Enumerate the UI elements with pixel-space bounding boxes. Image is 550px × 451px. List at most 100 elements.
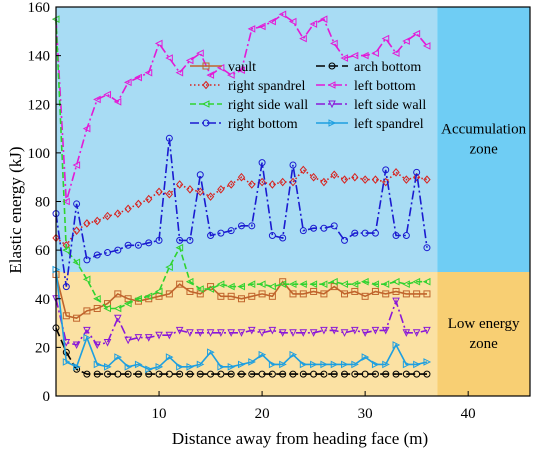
series-3-point-8 <box>134 73 142 82</box>
series-2-point-12 <box>175 180 184 189</box>
series-6 <box>52 134 431 291</box>
series-3-point-4 <box>93 95 101 104</box>
series-6-point-31 <box>371 229 379 237</box>
series-1-point-5 <box>104 370 112 378</box>
series-1-point-36 <box>423 370 431 378</box>
series-0-point-34 <box>402 290 410 298</box>
series-4-point-11 <box>165 263 173 271</box>
y-tick-label-2: 40 <box>35 292 50 308</box>
x-axis-label: Distance away from heading face (m) <box>172 429 428 448</box>
series-5-point-19 <box>247 326 256 335</box>
series-1-point-15 <box>207 370 215 378</box>
series-0-point-36 <box>423 290 431 298</box>
y-tick-label-4: 80 <box>35 195 50 211</box>
y-tick-label-0: 0 <box>43 389 51 405</box>
series-6-point-25 <box>310 224 318 232</box>
series-line-5 <box>55 298 428 346</box>
series-6-point-7 <box>124 241 132 249</box>
series-line-1 <box>55 327 427 375</box>
series-4-point-24 <box>299 280 307 288</box>
legend-marker-3 <box>327 81 336 89</box>
series-0-point-1 <box>62 312 70 320</box>
legend: vault arch bottom right spandrel left botto… <box>190 60 426 132</box>
series-2-point-6 <box>114 209 122 218</box>
series-3-point-32 <box>381 34 390 43</box>
series-7-point-28 <box>341 360 349 369</box>
series-2-point-29 <box>351 172 359 182</box>
series-7-point-8 <box>134 360 143 369</box>
series-1-point-34 <box>402 370 410 378</box>
series-4-point-15 <box>206 285 215 293</box>
series-3-point-21 <box>268 17 276 26</box>
series-6-point-14 <box>196 171 204 179</box>
series-5-point-36 <box>423 326 431 335</box>
series-5-point-17 <box>227 329 235 337</box>
zone-area-1 <box>56 272 438 396</box>
series-3-point-33 <box>391 49 400 58</box>
series-4-point-18 <box>237 282 245 291</box>
zone-label-1-line-0: Low energy <box>448 316 520 332</box>
series-line-3 <box>55 13 428 202</box>
zone-band-1 <box>437 272 530 396</box>
series-6-point-18 <box>237 222 245 230</box>
series-0-point-26 <box>320 290 328 298</box>
legend-label-0: vault <box>228 60 256 75</box>
series-3-point-14 <box>196 49 204 58</box>
series-0-point-16 <box>217 292 225 300</box>
legend-item-2: right spandrel <box>190 79 305 94</box>
series-6-point-35 <box>413 168 421 176</box>
series-3-point-23 <box>288 17 297 26</box>
series-4-point-2 <box>72 258 81 267</box>
series-0-point-25 <box>310 287 318 295</box>
series-3-point-24 <box>299 34 307 43</box>
series-5-point-21 <box>268 326 277 335</box>
series-4-point-28 <box>340 280 349 288</box>
series-4-point-32 <box>381 280 390 288</box>
series-2-point-31 <box>371 175 380 184</box>
series-6-point-4 <box>93 251 101 259</box>
legend-marker-2 <box>202 80 210 90</box>
series-1-point-20 <box>258 370 266 378</box>
series-6-point-11 <box>165 134 173 142</box>
series-3-point-2 <box>72 161 81 169</box>
series-1-point-30 <box>361 370 369 378</box>
zone-label-0-line-1: zone <box>469 142 498 158</box>
series-6-point-36 <box>423 244 431 252</box>
legend-item-6: right bottom <box>190 117 298 132</box>
series-4-point-36 <box>422 277 431 286</box>
series-0-point-6 <box>114 290 122 298</box>
series-7-point-14 <box>196 360 205 369</box>
series-4-point-34 <box>402 280 410 288</box>
series-2-point-3 <box>83 219 91 228</box>
series-1-point-4 <box>93 370 101 378</box>
series-2-point-8 <box>134 199 143 209</box>
series-5-point-14 <box>196 329 205 337</box>
series-0-point-35 <box>413 290 421 298</box>
series-5-point-8 <box>134 334 143 342</box>
legend-item-7: left spandrel <box>316 117 424 132</box>
series-5-point-26 <box>320 326 328 335</box>
series-7-point-7 <box>124 363 133 371</box>
series-1-point-22 <box>279 370 287 378</box>
series-4-point-12 <box>175 243 184 252</box>
series-0-point-24 <box>299 290 307 298</box>
series-5-point-6 <box>114 314 122 323</box>
series-7-point-29 <box>351 360 359 369</box>
series-5-point-15 <box>206 329 215 337</box>
series-line-0 <box>55 274 427 320</box>
series-6-point-6 <box>114 246 122 254</box>
series-5 <box>52 295 431 350</box>
series-2-point-24 <box>299 165 307 175</box>
series-3-point-30 <box>361 51 369 60</box>
x-tick-label-1: 20 <box>255 406 270 422</box>
series-1 <box>52 324 431 378</box>
series-6-point-26 <box>320 224 328 232</box>
x-tick-label-0: 10 <box>152 406 167 422</box>
series-7 <box>52 265 432 374</box>
y-tick-label-5: 100 <box>28 146 51 162</box>
series-6-point-28 <box>341 236 349 244</box>
series-6-point-8 <box>134 241 142 249</box>
series-0-point-23 <box>289 290 297 298</box>
series-line-4 <box>55 19 427 310</box>
series-0-point-12 <box>176 280 184 288</box>
